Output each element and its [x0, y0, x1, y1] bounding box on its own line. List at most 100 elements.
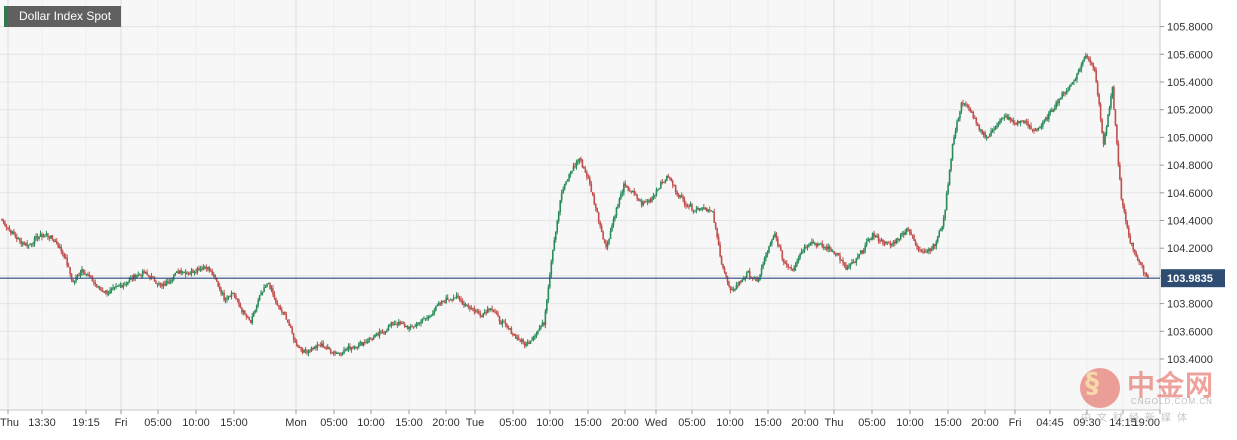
candle-body	[661, 181, 664, 183]
candle-body	[769, 243, 772, 247]
candle-body	[318, 344, 320, 346]
x-tick-label: 10:00	[896, 417, 924, 429]
candle-body	[374, 334, 376, 337]
candle-body	[846, 267, 849, 270]
candle-body	[652, 195, 655, 198]
candle-body	[867, 238, 869, 242]
candle-body	[252, 312, 255, 317]
candle-body	[152, 276, 154, 278]
candle-body	[146, 272, 148, 275]
candle-body	[549, 274, 551, 288]
candle-body	[254, 310, 256, 313]
candle-body	[264, 286, 267, 288]
candle-body	[1141, 262, 1143, 266]
candle-body	[414, 325, 416, 328]
candle-body	[429, 316, 431, 318]
candle-body	[132, 274, 135, 280]
candle-body	[412, 326, 415, 328]
candle-body	[442, 301, 445, 303]
candle-body	[591, 191, 594, 196]
candle-body	[421, 318, 424, 322]
candle-body	[27, 245, 30, 247]
candle-body	[500, 321, 502, 325]
candle-body	[671, 181, 674, 185]
candle-body	[677, 194, 680, 198]
candle-body	[1043, 120, 1046, 122]
candle-body	[682, 196, 684, 200]
candle-body	[565, 181, 567, 184]
chart-title: Dollar Index Spot	[4, 6, 122, 27]
candle-body	[288, 322, 291, 326]
candle-body	[134, 274, 137, 279]
candle-body	[960, 102, 963, 112]
candle-body	[269, 283, 271, 289]
candle-body	[667, 175, 670, 178]
candle-body	[939, 230, 942, 232]
candle-body	[1079, 69, 1081, 72]
candle-body	[427, 316, 430, 319]
candle-body	[479, 312, 482, 316]
candle-body	[633, 190, 636, 194]
candle-body	[11, 231, 14, 234]
candle-body	[2, 220, 5, 223]
candle-body	[657, 189, 659, 191]
x-tick-label: Wed	[645, 417, 667, 429]
candle-body	[976, 122, 979, 125]
candle-body	[352, 347, 354, 349]
candle-body	[358, 343, 360, 347]
candle-body	[1147, 275, 1149, 279]
candle-body	[489, 308, 492, 310]
candle-body	[491, 308, 493, 310]
candle-body	[929, 248, 932, 251]
candle-body	[82, 269, 85, 273]
candle-body	[642, 201, 644, 206]
candle-body	[1024, 121, 1026, 123]
candle-body	[316, 344, 319, 348]
candle-body	[329, 349, 332, 353]
candle-body	[520, 339, 523, 342]
candle-body	[430, 315, 433, 317]
candle-body	[1031, 129, 1034, 131]
candle-body	[153, 276, 156, 282]
candle-body	[230, 292, 233, 297]
candle-body	[110, 288, 113, 291]
candle-body	[331, 352, 333, 354]
candle-body	[150, 276, 153, 279]
candle-body	[42, 235, 45, 238]
candle-body	[236, 298, 239, 300]
candle-body	[809, 243, 812, 245]
candle-body	[224, 299, 227, 301]
candle-body	[922, 251, 924, 253]
candle-body	[506, 324, 508, 326]
candle-body	[53, 239, 55, 242]
candle-body	[260, 292, 262, 296]
candle-body	[195, 271, 197, 273]
candle-body	[578, 158, 581, 161]
x-tick-label: 09:30	[1073, 417, 1101, 429]
candle-body	[891, 243, 893, 246]
candle-body	[1016, 120, 1019, 125]
candle-body	[531, 339, 533, 341]
candle-body	[637, 198, 640, 201]
candle-body	[310, 347, 313, 351]
candle-body	[814, 243, 816, 245]
candle-body	[822, 246, 825, 248]
candle-body	[615, 207, 618, 216]
candle-body	[827, 246, 829, 250]
candle-body	[904, 232, 906, 235]
candle-body	[266, 283, 268, 287]
candle-body	[546, 300, 548, 312]
candle-body	[651, 197, 653, 202]
candle-body	[698, 207, 701, 210]
candle-body	[540, 326, 542, 329]
candle-body	[626, 185, 628, 187]
candle-body	[226, 297, 228, 300]
candle-body	[1058, 98, 1060, 104]
candle-body	[1030, 125, 1032, 130]
candle-body	[1111, 86, 1114, 96]
candle-body	[707, 209, 710, 212]
candle-body	[737, 285, 739, 287]
candle-body	[97, 286, 100, 288]
candle-body	[685, 204, 687, 207]
candle-body	[898, 238, 901, 241]
